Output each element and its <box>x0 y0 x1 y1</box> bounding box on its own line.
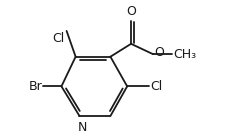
Text: O: O <box>153 46 163 59</box>
Text: N: N <box>77 121 86 134</box>
Text: Cl: Cl <box>150 80 162 93</box>
Text: O: O <box>126 5 135 18</box>
Text: CH₃: CH₃ <box>173 48 196 61</box>
Text: Br: Br <box>28 80 42 93</box>
Text: Cl: Cl <box>52 32 64 45</box>
